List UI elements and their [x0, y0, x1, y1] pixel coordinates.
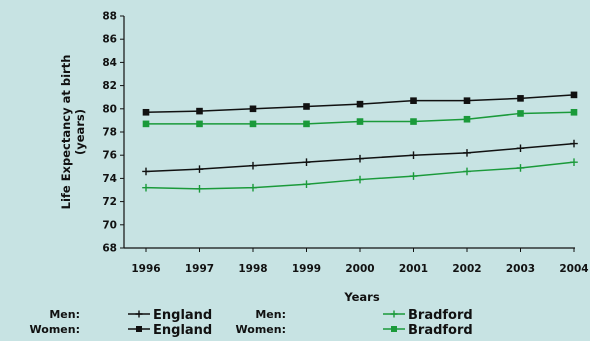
x-tick-label: 1999 — [292, 263, 321, 275]
data-point — [463, 115, 471, 123]
y-tick-label: 88 — [102, 11, 117, 23]
x-tick-label: 2003 — [506, 263, 535, 275]
data-point — [463, 167, 471, 176]
legend-series-label: England — [153, 308, 212, 323]
y-axis-title: Life Expectancy at birth(years) — [59, 55, 87, 210]
x-axis-title: Years — [343, 290, 380, 304]
y-tick-label: 72 — [102, 196, 117, 208]
data-point — [142, 108, 150, 116]
data-point — [302, 158, 311, 166]
y-tick-label: 84 — [102, 57, 117, 69]
y-tick-label: 76 — [102, 150, 117, 162]
x-tick-label: 2000 — [345, 263, 374, 275]
data-point — [463, 97, 471, 104]
y-axis-title-line: Life Expectancy at birth — [59, 55, 73, 210]
data-point — [303, 120, 310, 128]
data-point — [196, 107, 203, 115]
data-point — [196, 120, 203, 128]
data-point — [249, 183, 257, 192]
data-point — [249, 120, 257, 128]
y-tick-label: 78 — [102, 127, 117, 139]
legend-swatch-marker — [136, 326, 142, 332]
series-men-england — [142, 139, 578, 176]
series-line-men-bradford — [145, 161, 575, 190]
data-point — [570, 158, 578, 166]
data-point — [249, 161, 257, 170]
legend-item-men-england: Men: England — [49, 308, 212, 323]
data-point — [517, 95, 524, 102]
data-point — [570, 108, 578, 116]
data-point — [409, 172, 418, 180]
legend-swatch-marker — [391, 326, 397, 332]
legend-swatch-marker — [390, 310, 398, 318]
y-tick-label: 68 — [102, 243, 117, 255]
legend-series-label: Bradford — [408, 323, 473, 338]
x-tick-label: 1996 — [131, 263, 160, 275]
legend-series-label: England — [153, 323, 212, 338]
series-women-bradford — [142, 108, 578, 128]
data-point — [410, 97, 417, 104]
y-axis-title-line: (years) — [73, 109, 87, 155]
y-tick-label: 86 — [102, 34, 117, 46]
y-tick-label: 70 — [102, 219, 117, 231]
x-tick-label: 2001 — [399, 263, 428, 275]
series-men-bradford — [142, 158, 578, 193]
data-point — [303, 103, 310, 110]
y-tick-label: 82 — [102, 80, 117, 92]
x-tick-label: 2004 — [559, 263, 588, 275]
data-point — [356, 154, 364, 163]
legend-group-label: Women: — [30, 323, 80, 336]
data-point — [356, 100, 364, 108]
data-point — [516, 164, 525, 172]
data-point — [410, 118, 417, 125]
data-point — [517, 110, 524, 117]
y-tick-label: 80 — [102, 103, 117, 115]
legend-item-women-bradford: Women: Bradford — [236, 323, 473, 338]
data-point — [249, 105, 257, 113]
data-point — [356, 175, 364, 184]
x-tick-label: 2002 — [452, 263, 481, 275]
data-point — [195, 185, 204, 193]
data-point — [570, 139, 578, 148]
x-tick-label: 1998 — [238, 263, 267, 275]
data-point — [195, 165, 204, 173]
legend-series-label: Bradford — [408, 308, 473, 323]
legend-swatch-marker — [135, 310, 143, 318]
data-point — [463, 149, 471, 157]
legend-item-women-england: Women: England — [30, 323, 213, 338]
x-tick-label: 1997 — [185, 263, 214, 275]
data-point — [409, 151, 418, 159]
data-point — [142, 120, 150, 128]
data-point — [142, 167, 150, 176]
y-tick-label: 74 — [102, 173, 117, 185]
legend-group-label: Men: — [255, 308, 286, 321]
legend-group-label: Men: — [49, 308, 80, 321]
data-point — [142, 183, 150, 192]
data-point — [356, 118, 364, 125]
data-point — [570, 91, 578, 99]
data-point — [516, 144, 525, 153]
legend-item-men-bradford: Men: Bradford — [255, 308, 472, 323]
series-women-england — [142, 91, 578, 116]
data-point — [302, 180, 311, 188]
legend-group-label: Women: — [236, 323, 286, 336]
